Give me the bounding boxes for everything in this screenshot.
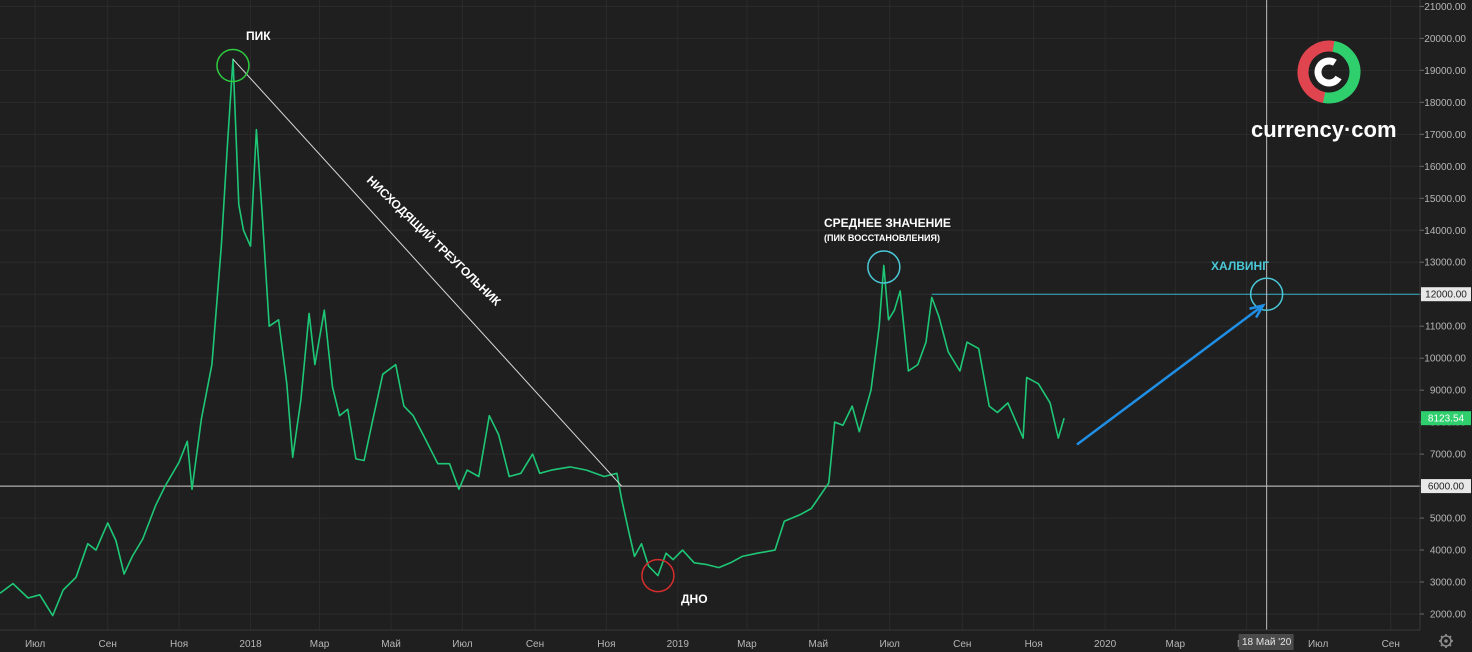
time-tick-label: Май (381, 639, 401, 650)
price-tick-label: 4000.00 (1430, 546, 1467, 557)
average-label: СРЕДНЕЕ ЗНАЧЕНИЕ (824, 216, 951, 230)
price-tick-label: 11000.00 (1425, 322, 1466, 333)
price-tick-label: 7000.00 (1430, 450, 1467, 461)
time-tick-label: Сен (953, 639, 971, 650)
price-tick-label: 15000.00 (1424, 194, 1466, 205)
time-tick-label: Июл (1308, 639, 1328, 650)
current-price-tag-bg (1421, 411, 1471, 426)
time-axis-bg (0, 630, 1472, 652)
time-tick-label: 2020 (1094, 639, 1117, 650)
halving-arrow (1076, 304, 1264, 446)
cursor-date-text: 18 Май '20 (1242, 637, 1292, 648)
halving-arrow-head (1249, 303, 1266, 319)
price-tick-label: 21000.00 (1424, 2, 1466, 13)
time-tick-label: 2019 (667, 639, 690, 650)
bottom-marker-circle (641, 558, 675, 593)
time-tick-label: Мар (737, 639, 757, 650)
peak-label: ПИК (246, 29, 271, 43)
time-tick-label: Мар (1166, 639, 1186, 650)
time-tick-label: Сен (1382, 639, 1400, 650)
time-tick-label: 2018 (239, 639, 262, 650)
average-marker-circle (867, 250, 901, 284)
price-tick-label: 9000.00 (1430, 386, 1467, 397)
descending-trendline (232, 58, 622, 487)
logo-c-mark (1314, 57, 1344, 87)
current-price-tag: 8123.54 (1428, 414, 1465, 425)
cursor-date-tag-bg (1238, 634, 1294, 650)
price-tick-label: 17000.00 (1424, 130, 1466, 141)
price-tag-12000-bg (1421, 287, 1471, 302)
halving-marker-circle (1249, 277, 1284, 311)
price-axis[interactable]: 2000.00 3000.00 4000.00 5000.00 6000.00 7000.… (1419, 0, 1472, 652)
price-tag-6000: 6000.00 (1428, 482, 1465, 493)
time-tick-label: Ноя (1025, 639, 1043, 650)
halving-label: ХАЛВИНГ (1211, 259, 1269, 273)
price-tick-label: 2000.00 (1430, 610, 1467, 621)
time-tick-label: Мар (310, 639, 330, 650)
price-line (0, 58, 1065, 617)
price-tick-label: 16000.00 (1424, 162, 1466, 173)
gear-icon[interactable] (1439, 634, 1453, 648)
time-tick-label: Май (808, 639, 828, 650)
price-tick-label: 10000.00 (1424, 354, 1466, 365)
brand-name: currency·com (1251, 117, 1397, 142)
time-tick-label: Ноя (170, 639, 188, 650)
time-tick-label: Июл (25, 639, 45, 650)
time-axis[interactable]: Июл Сен Ноя 2018 Мар Май Июл Сен Ноя 2019 Мар Май Ию… (0, 629, 1472, 652)
time-tick-label: Июл (452, 639, 472, 650)
price-tick-label: 3000.00 (1430, 578, 1467, 589)
price-tick-label: 19000.00 (1424, 66, 1466, 77)
time-tick-label: Сен (99, 639, 117, 650)
price-tick-label: 13000.00 (1424, 258, 1466, 269)
price-series (0, 58, 1065, 617)
cursor-date-tag: 18 Май '20 (1238, 634, 1294, 650)
price-tick-label: 5000.00 (1430, 514, 1467, 525)
time-tick-label: Июл (880, 639, 900, 650)
drawing-overlays (216, 48, 1284, 593)
price-axis-bg (1420, 0, 1472, 652)
price-tag-6000-bg (1421, 479, 1471, 494)
price-tick-label: 14000.00 (1424, 226, 1466, 237)
average-sublabel: (ПИК ВОССТАНОВЛЕНИЯ) (824, 233, 940, 243)
time-tick-label: Сен (526, 639, 544, 650)
peak-marker-circle (216, 48, 250, 83)
bottom-label: ДНО (681, 592, 708, 606)
price-tick-label: 20000.00 (1424, 34, 1466, 45)
time-tick-label: Ноя (597, 639, 615, 650)
price-tick-label: 18000.00 (1424, 98, 1466, 109)
price-tag-12000: 12000.00 (1425, 290, 1467, 301)
horizontal-levels (0, 0, 1420, 630)
logo-ring-green (1297, 40, 1361, 104)
currency-com-logo (1297, 40, 1361, 104)
